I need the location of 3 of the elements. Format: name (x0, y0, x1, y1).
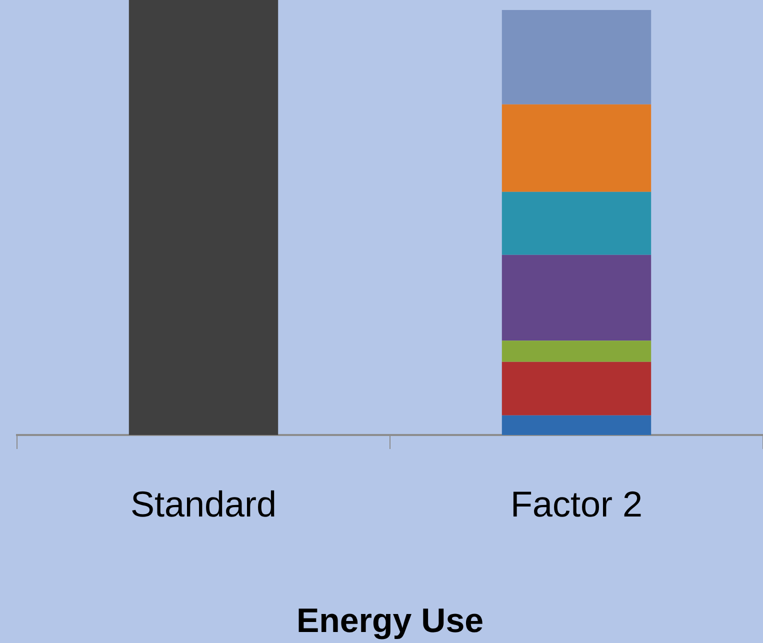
x-tick-label: Standard (130, 484, 277, 525)
x-axis-title: Energy Use (296, 602, 484, 640)
x-tick-label: Factor 2 (510, 484, 643, 525)
